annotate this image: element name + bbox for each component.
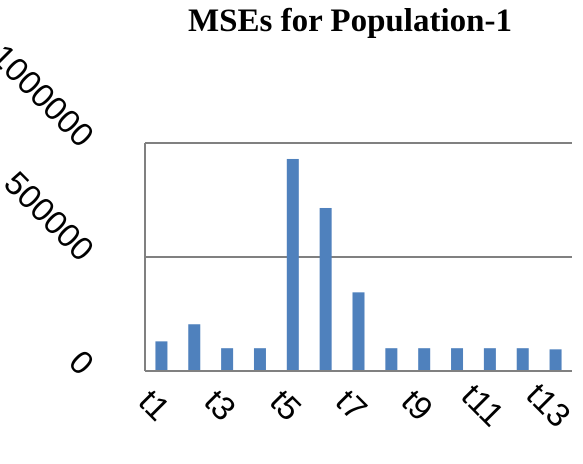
x-tick-label-t9: t9 [395, 382, 441, 428]
x-tick-label-t3: t3 [197, 382, 243, 428]
bar-t10 [451, 348, 464, 371]
y-tick-label-500000: 500000 [0, 164, 101, 268]
bar-t9 [418, 348, 431, 371]
x-tick-label-t11: t11 [455, 376, 512, 433]
bar-t7 [352, 292, 365, 371]
bar-t2 [188, 324, 201, 371]
bar-t12 [516, 348, 529, 371]
x-tick-label-t1: t1 [132, 382, 178, 428]
x-tick-label-t13: t13 [519, 376, 578, 435]
bar-t8 [385, 348, 398, 371]
chart-title: MSEs for Population-1 [188, 3, 512, 39]
bar-t13 [549, 349, 562, 371]
y-tick-label-1000000: 1000000 [0, 37, 101, 154]
bar-t1 [155, 341, 168, 371]
bar-t4 [253, 348, 266, 371]
x-tick-labels: t1 t3 t5 t7 t9 t11 t13 [132, 376, 578, 435]
y-tick-label-0: 0 [62, 343, 101, 382]
x-tick-label-t5: t5 [263, 382, 309, 428]
gridlines [144, 142, 572, 371]
x-tick-label-t7: t7 [329, 382, 375, 428]
bar-t6 [319, 207, 332, 371]
bars [155, 158, 562, 371]
bar-t5 [286, 158, 299, 371]
bar-t3 [221, 348, 234, 371]
bar-t11 [483, 348, 496, 371]
